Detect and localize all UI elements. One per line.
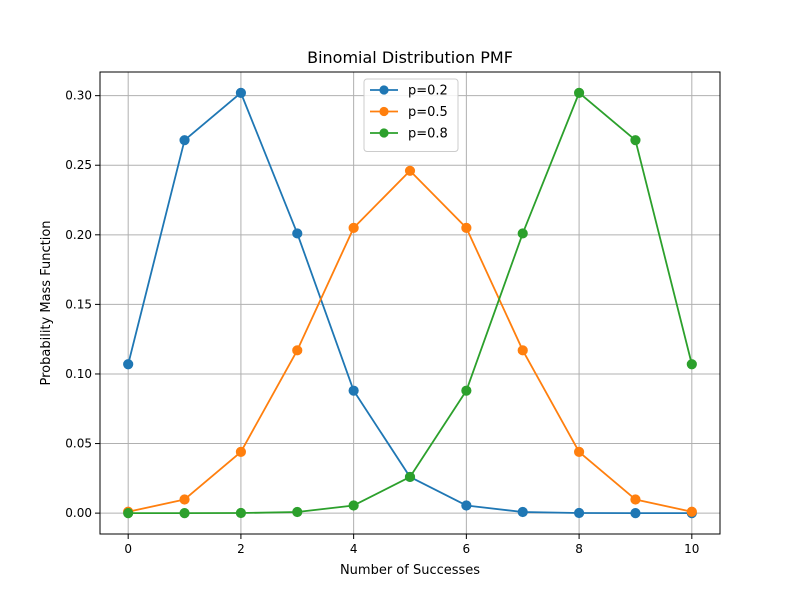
data-point — [461, 500, 472, 511]
y-tick-label: 0.30 — [65, 89, 92, 103]
data-point — [292, 506, 303, 518]
legend-marker — [379, 128, 389, 138]
x-tick-label: 8 — [575, 542, 583, 556]
data-point — [292, 228, 303, 239]
data-point — [348, 500, 359, 511]
y-tick-label: 0.20 — [65, 228, 92, 242]
legend-entry: p=0.2 — [370, 84, 448, 99]
y-tick-label: 0.10 — [65, 367, 92, 381]
data-point — [404, 165, 416, 176]
x-tick-label: 4 — [350, 542, 358, 556]
chart-title: Binomial Distribution PMF — [307, 48, 513, 67]
plot-frame — [99, 71, 721, 535]
data-point — [348, 385, 359, 396]
x-axis-label: Number of Successes — [340, 563, 480, 578]
legend-label: p=0.5 — [408, 105, 448, 120]
data-point — [517, 506, 528, 518]
data-point — [461, 222, 472, 233]
legend-entry: p=0.8 — [370, 127, 448, 142]
y-axis-label: Probability Mass Function — [39, 220, 54, 385]
data-point — [686, 506, 697, 517]
data-point — [686, 359, 697, 370]
data-point — [235, 507, 247, 519]
y-tick-label: 0.15 — [65, 297, 92, 311]
legend-marker — [379, 85, 389, 95]
data-point — [235, 446, 247, 457]
data-point — [630, 508, 641, 519]
data-point — [573, 446, 585, 457]
grid — [100, 72, 720, 534]
data-point — [404, 471, 416, 483]
data-point — [292, 345, 303, 356]
data-point — [630, 494, 641, 505]
data-point — [179, 508, 190, 519]
data-point — [573, 87, 585, 98]
data-point — [235, 87, 247, 98]
y-tick-label: 0.00 — [65, 506, 92, 520]
data-point — [517, 228, 528, 239]
series-layer — [123, 87, 697, 519]
data-point — [630, 135, 641, 146]
data-point — [461, 385, 472, 396]
legend-entry: p=0.5 — [370, 105, 448, 120]
data-point — [179, 494, 190, 505]
legend-marker — [379, 106, 389, 117]
series-p-0-5 — [123, 165, 697, 517]
x-tick-label: 10 — [684, 542, 699, 556]
x-tick-label: 0 — [124, 542, 132, 556]
legend-label: p=0.8 — [408, 127, 448, 142]
legend-label: p=0.2 — [408, 84, 448, 99]
data-point — [573, 507, 585, 519]
series-p-0-8 — [123, 87, 697, 519]
x-tick-label: 6 — [463, 542, 471, 556]
x-tick-label: 2 — [237, 542, 245, 556]
data-point — [123, 508, 134, 519]
axes: 0 2 4 6 8 10 0.00 0.05 0.10 0.15 0.20 0.25 0.30 — [65, 89, 699, 556]
data-point — [123, 359, 134, 370]
data-point — [517, 345, 528, 356]
legend: p=0.2 p=0.5 p=0.8 — [363, 78, 459, 152]
y-tick-label: 0.25 — [65, 158, 92, 172]
data-point — [348, 222, 359, 233]
data-point — [179, 135, 190, 146]
y-tick-label: 0.05 — [65, 437, 92, 451]
